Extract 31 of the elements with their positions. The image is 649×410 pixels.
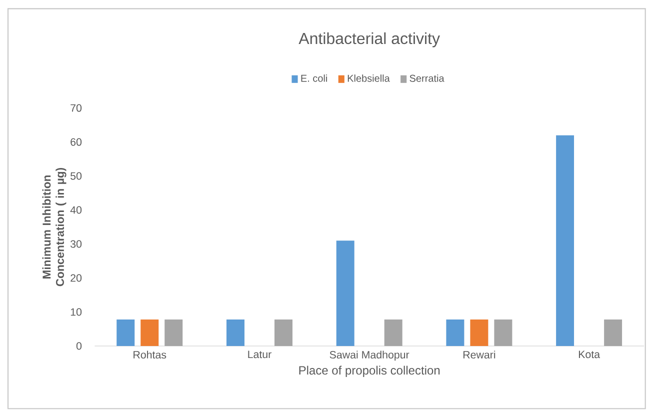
x-axis-title: Place of propolis collection [299, 366, 440, 377]
y-tick-label: 40 [70, 206, 82, 214]
bar [470, 319, 488, 346]
chart-title: Antibacterial activity [298, 32, 440, 48]
bar [494, 319, 512, 346]
x-tick-label: Kota [578, 350, 600, 358]
bar [556, 135, 574, 346]
y-axis-title: Minimum Inhibition Concentration ( in µg) [42, 168, 66, 286]
x-tick-label: Rewari [463, 350, 496, 359]
y-tick-label: 0 [76, 342, 82, 350]
bar [274, 319, 292, 346]
bar [384, 319, 402, 346]
y-tick-label: 20 [70, 274, 82, 282]
bar [226, 319, 244, 346]
legend-label: Klebsiella [348, 74, 390, 82]
bar [336, 240, 354, 346]
x-tick-label: Sawai Madhopur [330, 350, 410, 361]
y-tick-label: 50 [70, 172, 82, 180]
bar [604, 319, 622, 346]
y-tick-label: 10 [70, 308, 82, 316]
bar [446, 319, 464, 346]
legend-label: E. coli [301, 74, 327, 82]
x-tick-label: Rohtas [134, 350, 166, 359]
y-tick-label: 30 [70, 240, 82, 248]
bar [140, 319, 159, 346]
bar [164, 319, 183, 346]
y-tick-label: 60 [70, 138, 82, 146]
legend-label: Serratia [410, 74, 444, 82]
bar [116, 319, 135, 346]
x-tick-label: Latur [248, 350, 272, 358]
y-tick-label: 70 [70, 104, 82, 112]
